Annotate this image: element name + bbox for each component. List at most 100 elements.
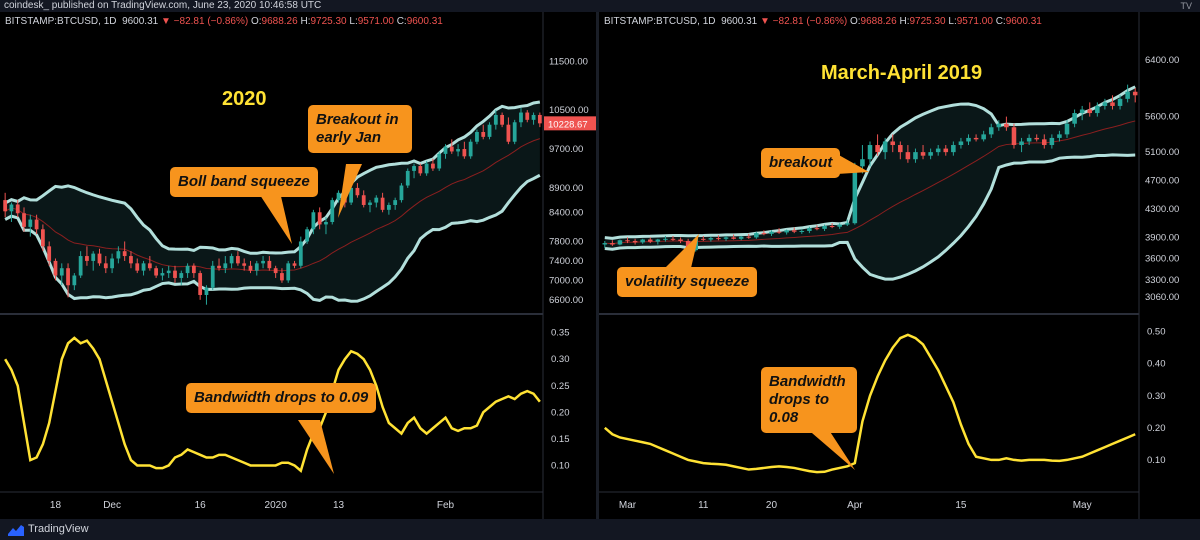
last-price: 9600.31 [122,16,159,27]
candle [311,212,316,230]
callout-bandwidth: Bandwidth drops to 0.09 [186,383,377,413]
candle [248,265,253,271]
symbol-label: BITSTAMP:BTCUSD, 1D [5,16,117,27]
candle [731,237,736,239]
bandwidth-tick-label: 0.50 [1147,327,1166,338]
candle [1042,139,1047,146]
year-label: 2020 [222,88,267,110]
candle [1064,123,1070,135]
price-tick-label: 3900.00 [1145,232,1179,243]
candle [78,256,83,276]
candle [723,237,729,239]
callout-squeeze-pointer [665,234,699,268]
bandwidth-tick-label: 0.20 [551,407,570,418]
bandwidth-line [4,336,541,473]
candle [791,230,797,232]
candle [242,263,247,266]
callout-breakout-pointer [837,154,869,174]
candle [913,152,918,160]
candle [456,149,460,152]
close-label: C: [396,16,407,27]
callout-squeeze: Boll band squeeze [170,167,318,197]
candle [217,265,221,269]
band-fill [604,86,1136,280]
candle [399,185,404,201]
last-price-tag-label: 10228.67 [548,119,588,130]
time-tick-label: 20 [766,500,778,511]
bollinger-middle-band [4,138,541,272]
price-tick-label: 6400.00 [1145,55,1179,66]
tradingview-brand[interactable]: TradingView [8,522,89,537]
candle [814,228,820,230]
candle [655,239,661,242]
candle [617,240,623,245]
high-label: H: [899,16,910,27]
candle [640,239,645,243]
candle [298,241,303,266]
price-tick-label: 10500.00 [549,105,589,116]
candle [267,260,272,269]
candle [708,238,714,240]
candle [537,114,542,124]
candle [1072,113,1077,124]
low-label: L: [948,16,957,27]
candle [273,268,278,274]
right-chart-canvas[interactable]: 3060.00 3300.00 3600.00 3900.00 4300.00 4700.… [599,12,1200,519]
candle [1079,109,1085,114]
candle [1004,123,1009,128]
candle [951,145,956,153]
candle [807,228,812,231]
time-tick-label: 15 [955,500,967,511]
candle [487,124,492,137]
candle [531,114,536,120]
candle [424,163,429,174]
candle [716,238,721,240]
close-value: 9600.31 [406,16,443,27]
candle [405,170,410,186]
open-label: O: [849,16,861,27]
candle [784,230,789,233]
close-value: 9600.31 [1005,16,1042,27]
candle [374,197,379,203]
brand-text: TradingView [28,523,89,535]
bandwidth-line [603,333,1136,474]
candle [443,146,448,154]
candle [393,200,398,205]
candle [160,273,165,276]
candle [996,123,1002,128]
candle [1125,91,1130,99]
candle [890,141,896,146]
candle [625,240,630,242]
candle [500,114,504,125]
right-chart-panel[interactable]: BITSTAMP:BTCUSD, 1D 9600.31 ▼ −82.81 (−0… [599,12,1200,519]
candle [116,251,121,259]
price-tick-label: 5100.00 [1145,147,1179,158]
open-value: 9688.26 [261,16,298,27]
callout-breakout: breakout [761,148,841,178]
time-tick-label: Feb [437,500,455,511]
candle [958,141,964,146]
left-chart-panel[interactable]: BITSTAMP:BTCUSD, 1D 9600.31 ▼ −82.81 (−0… [0,12,596,519]
candle [1132,91,1138,96]
time-tick-label: 16 [195,500,207,511]
candle [154,268,159,276]
candle [701,238,706,240]
candle [663,238,668,240]
bandwidth-tick-label: 0.15 [551,434,570,445]
footer-bar: TradingView [0,519,1200,540]
candle [15,204,20,214]
candle [317,212,322,225]
left-chart-canvas[interactable]: 6600.00 7000.00 7400.00 7800.00 8400.00 8900.… [0,12,596,519]
candle [110,258,114,269]
candle [898,145,903,153]
candle [210,265,215,288]
candle [1117,98,1123,106]
candle [34,219,39,230]
candle [324,222,328,225]
candle [53,260,58,276]
candle [254,263,259,271]
callout-breakout-pointer [338,164,362,218]
candle [97,253,102,264]
candle [91,253,96,261]
candle [935,148,941,153]
